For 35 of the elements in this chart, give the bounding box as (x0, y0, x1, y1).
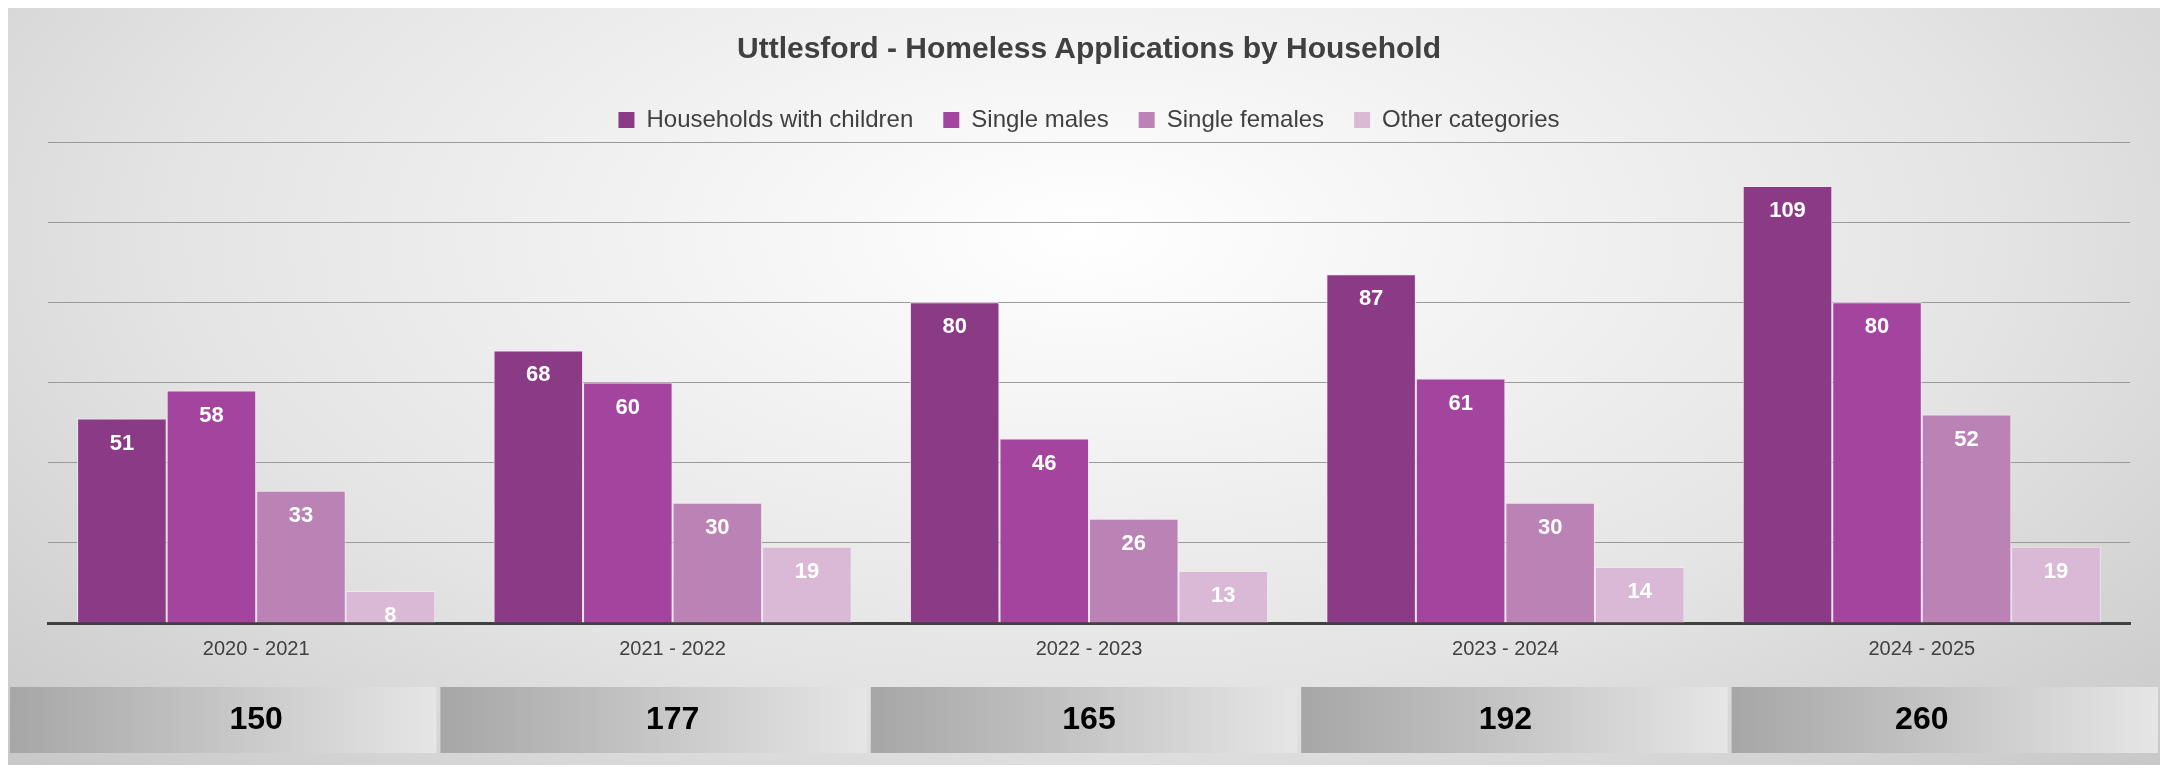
data-label: 33 (288, 501, 314, 527)
total-label: 177 (645, 699, 700, 736)
legend-label: Single females (1166, 104, 1325, 132)
legend-label: Households with children (646, 104, 914, 132)
data-label: 30 (1537, 513, 1563, 539)
x-tick-label: 2020 - 2021 (202, 636, 310, 659)
data-label: 19 (794, 557, 820, 583)
data-label: 87 (1358, 285, 1384, 311)
legend-label: Single males (971, 104, 1109, 132)
total-label: 192 (1478, 699, 1533, 736)
x-tick-label: 2021 - 2022 (619, 636, 726, 659)
data-label: 19 (2043, 557, 2069, 583)
x-tick-label: 2024 - 2025 (1868, 636, 1976, 659)
data-label: 8 (384, 602, 397, 627)
data-label: 52 (1954, 425, 1979, 451)
data-label: 109 (1769, 197, 1806, 223)
data-label: 61 (1448, 389, 1473, 415)
legend-label: Other categories (1382, 104, 1560, 132)
data-label: 60 (615, 393, 641, 419)
chart-title: Uttlesford - Homeless Applications by Household (737, 31, 1441, 65)
data-label: 30 (705, 513, 730, 539)
data-label: 80 (1864, 313, 1890, 339)
total-label: 165 (1062, 699, 1116, 736)
data-label: 58 (199, 401, 224, 427)
total-label: 260 (1895, 699, 1949, 736)
data-label: 26 (1121, 529, 1147, 555)
data-label: 13 (1211, 581, 1236, 607)
x-tick-label: 2023 - 2024 (1452, 636, 1559, 659)
data-label: 80 (942, 313, 967, 339)
x-tick-label: 2022 - 2023 (1035, 636, 1143, 659)
total-label: 150 (229, 699, 283, 736)
data-label: 51 (109, 429, 135, 455)
data-label: 68 (526, 361, 551, 387)
data-label: 46 (1031, 449, 1057, 475)
data-label: 14 (1627, 577, 1653, 603)
